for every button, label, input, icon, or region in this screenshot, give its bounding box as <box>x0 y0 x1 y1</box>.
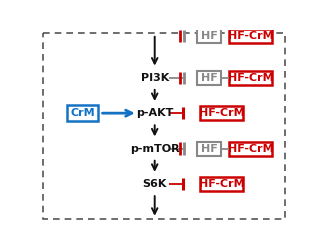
FancyBboxPatch shape <box>229 29 272 43</box>
Text: HF-CrM: HF-CrM <box>228 31 273 41</box>
Text: HF-CrM: HF-CrM <box>199 179 244 189</box>
FancyBboxPatch shape <box>196 71 221 85</box>
Text: HF-CrM: HF-CrM <box>199 108 244 118</box>
FancyBboxPatch shape <box>196 29 221 43</box>
Text: HF: HF <box>201 73 217 83</box>
Text: HF: HF <box>201 31 217 41</box>
Text: HF-CrM: HF-CrM <box>228 144 273 154</box>
FancyBboxPatch shape <box>200 106 243 120</box>
FancyBboxPatch shape <box>200 177 243 191</box>
FancyBboxPatch shape <box>229 71 272 85</box>
FancyBboxPatch shape <box>67 106 98 121</box>
Text: CrM: CrM <box>70 108 95 118</box>
FancyBboxPatch shape <box>196 142 221 156</box>
Text: p-AKT: p-AKT <box>136 108 173 118</box>
Text: HF: HF <box>201 144 217 154</box>
Text: p-mTOR: p-mTOR <box>130 144 180 154</box>
Text: S6K: S6K <box>142 179 167 189</box>
FancyBboxPatch shape <box>229 142 272 156</box>
Text: HF-CrM: HF-CrM <box>228 73 273 83</box>
Text: PI3K: PI3K <box>140 73 169 83</box>
